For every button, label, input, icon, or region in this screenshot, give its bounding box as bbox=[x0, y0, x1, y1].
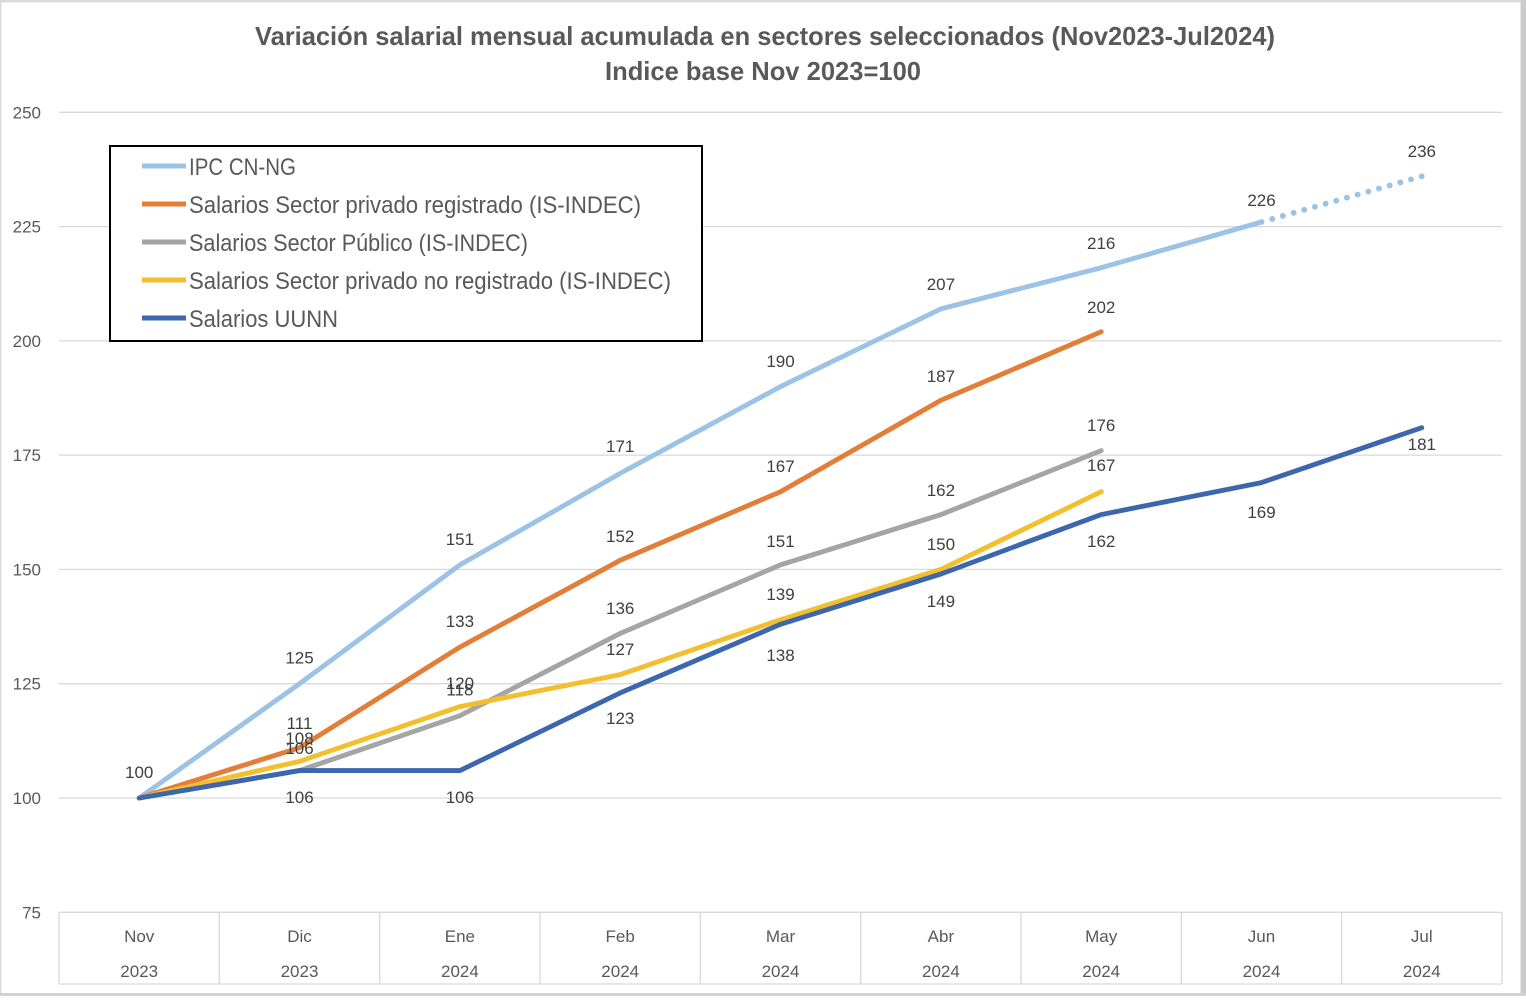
svg-text:125: 125 bbox=[13, 675, 41, 694]
svg-text:151: 151 bbox=[766, 532, 794, 551]
svg-text:Salarios Sector privado no reg: Salarios Sector privado no registrado (I… bbox=[189, 268, 671, 295]
svg-text:123: 123 bbox=[606, 709, 634, 728]
svg-text:225: 225 bbox=[13, 218, 41, 237]
svg-text:2024: 2024 bbox=[1082, 962, 1120, 981]
svg-text:139: 139 bbox=[766, 585, 794, 604]
svg-text:133: 133 bbox=[446, 612, 474, 631]
svg-text:Feb: Feb bbox=[606, 927, 635, 946]
svg-text:May: May bbox=[1085, 927, 1118, 946]
svg-text:Variación salarial mensual acu: Variación salarial mensual acumulada en … bbox=[255, 21, 1275, 51]
svg-text:236: 236 bbox=[1408, 142, 1436, 161]
svg-text:138: 138 bbox=[766, 646, 794, 665]
svg-text:Salarios Sector Público (IS-IN: Salarios Sector Público (IS-INDEC) bbox=[189, 230, 528, 257]
svg-text:2024: 2024 bbox=[1403, 962, 1441, 981]
svg-text:181: 181 bbox=[1408, 435, 1436, 454]
svg-text:176: 176 bbox=[1087, 416, 1115, 435]
svg-text:2024: 2024 bbox=[1243, 962, 1281, 981]
svg-text:216: 216 bbox=[1087, 234, 1115, 253]
svg-text:2024: 2024 bbox=[601, 962, 639, 981]
svg-text:75: 75 bbox=[22, 903, 41, 922]
svg-text:150: 150 bbox=[13, 560, 41, 579]
svg-text:162: 162 bbox=[1087, 532, 1115, 551]
svg-text:2023: 2023 bbox=[281, 962, 319, 981]
svg-text:207: 207 bbox=[927, 275, 955, 294]
svg-text:125: 125 bbox=[285, 649, 313, 668]
svg-text:100: 100 bbox=[13, 789, 41, 808]
svg-text:2024: 2024 bbox=[441, 962, 479, 981]
svg-text:Mar: Mar bbox=[766, 927, 796, 946]
svg-text:127: 127 bbox=[606, 640, 634, 659]
svg-text:106: 106 bbox=[446, 788, 474, 807]
svg-text:100: 100 bbox=[125, 763, 153, 782]
svg-text:Jun: Jun bbox=[1248, 927, 1275, 946]
svg-text:175: 175 bbox=[13, 446, 41, 465]
svg-text:162: 162 bbox=[927, 481, 955, 500]
svg-text:202: 202 bbox=[1087, 298, 1115, 317]
svg-text:250: 250 bbox=[13, 103, 41, 122]
svg-text:151: 151 bbox=[446, 530, 474, 549]
svg-text:167: 167 bbox=[766, 457, 794, 476]
svg-text:226: 226 bbox=[1247, 191, 1275, 210]
svg-text:120: 120 bbox=[446, 674, 474, 693]
svg-text:106: 106 bbox=[285, 739, 313, 758]
svg-text:Ene: Ene bbox=[445, 927, 475, 946]
svg-text:2023: 2023 bbox=[120, 962, 158, 981]
svg-text:Salarios UUNN: Salarios UUNN bbox=[189, 306, 338, 333]
svg-text:2024: 2024 bbox=[762, 962, 800, 981]
svg-text:Dic: Dic bbox=[287, 927, 312, 946]
svg-text:149: 149 bbox=[927, 592, 955, 611]
svg-text:IPC CN-NG: IPC CN-NG bbox=[189, 154, 296, 181]
svg-text:2024: 2024 bbox=[922, 962, 960, 981]
svg-text:187: 187 bbox=[927, 367, 955, 386]
svg-text:Jul: Jul bbox=[1411, 927, 1433, 946]
svg-text:171: 171 bbox=[606, 437, 634, 456]
svg-text:150: 150 bbox=[927, 535, 955, 554]
svg-text:Indice base Nov 2023=100: Indice base Nov 2023=100 bbox=[605, 56, 921, 86]
svg-text:Salarios Sector privado regist: Salarios Sector privado registrado (IS-I… bbox=[189, 192, 641, 219]
svg-text:136: 136 bbox=[606, 599, 634, 618]
svg-text:200: 200 bbox=[13, 332, 41, 351]
svg-text:169: 169 bbox=[1247, 503, 1275, 522]
svg-text:Abr: Abr bbox=[928, 927, 955, 946]
svg-text:152: 152 bbox=[606, 527, 634, 546]
svg-text:106: 106 bbox=[285, 788, 313, 807]
svg-text:190: 190 bbox=[766, 352, 794, 371]
svg-text:Nov: Nov bbox=[124, 927, 155, 946]
svg-text:167: 167 bbox=[1087, 456, 1115, 475]
